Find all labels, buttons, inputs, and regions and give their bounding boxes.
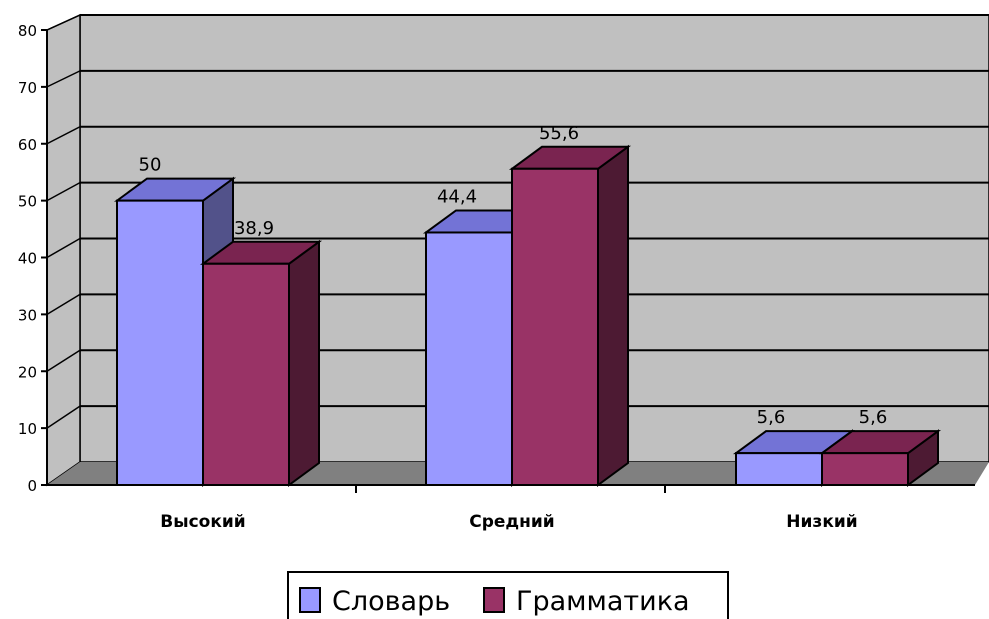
legend-swatch-series-1 (299, 587, 321, 613)
chart-side-wall (46, 13, 81, 487)
data-label: 55,6 (539, 123, 579, 144)
bar-front (511, 167, 599, 486)
data-label: 38,9 (234, 218, 274, 239)
x-tick-labels: Высокий Средний Низкий (160, 512, 857, 532)
legend-label-series-1: Словарь (332, 586, 450, 617)
y-tick-label: 40 (18, 250, 37, 268)
data-label: 5,6 (757, 407, 786, 428)
gridline-side (46, 14, 81, 31)
bar-front (116, 199, 204, 486)
legend: Словарь Грамматика (287, 571, 729, 619)
gridline-side (46, 405, 81, 429)
y-tick-label: 50 (18, 193, 37, 211)
x-tick-label: Высокий (160, 512, 245, 532)
x-tick-label: Средний (469, 512, 554, 532)
bar-front (202, 262, 290, 486)
y-tick-label: 80 (18, 22, 37, 40)
y-tick-label: 0 (27, 477, 37, 495)
bar-front (821, 452, 909, 486)
gridline-side (46, 293, 81, 316)
y-tick-label: 10 (18, 420, 37, 438)
y-tick-label: 60 (18, 136, 37, 154)
gridline-side (46, 181, 81, 202)
bar-side (597, 144, 629, 487)
gridline-side (46, 237, 81, 259)
data-label: 50 (139, 155, 162, 176)
legend-box (287, 571, 729, 619)
gridline-side (46, 349, 81, 372)
legend-label-series-2: Грамматика (516, 586, 690, 617)
y-ticks: 0 10 20 30 40 50 60 70 80 (18, 22, 666, 495)
bar-2-3 (818, 429, 942, 487)
bar-2-1 (199, 239, 323, 487)
bar-2-2 (508, 144, 632, 487)
y-tick-label: 70 (18, 79, 37, 97)
data-labels: 50 38,9 44,4 55,6 5,6 5,6 (139, 123, 888, 428)
x-tick-label: Низкий (786, 512, 857, 532)
gridline-side (46, 70, 81, 88)
gridline-side (46, 126, 81, 145)
data-label: 5,6 (859, 407, 888, 428)
bars (113, 144, 942, 487)
y-tick-label: 30 (18, 306, 37, 324)
bar-front (735, 452, 823, 486)
legend-swatch-series-2 (483, 587, 505, 613)
y-tick-label: 20 (18, 363, 37, 381)
bar-front (425, 231, 513, 486)
bar-side (288, 239, 320, 487)
data-label: 44,4 (437, 186, 477, 207)
